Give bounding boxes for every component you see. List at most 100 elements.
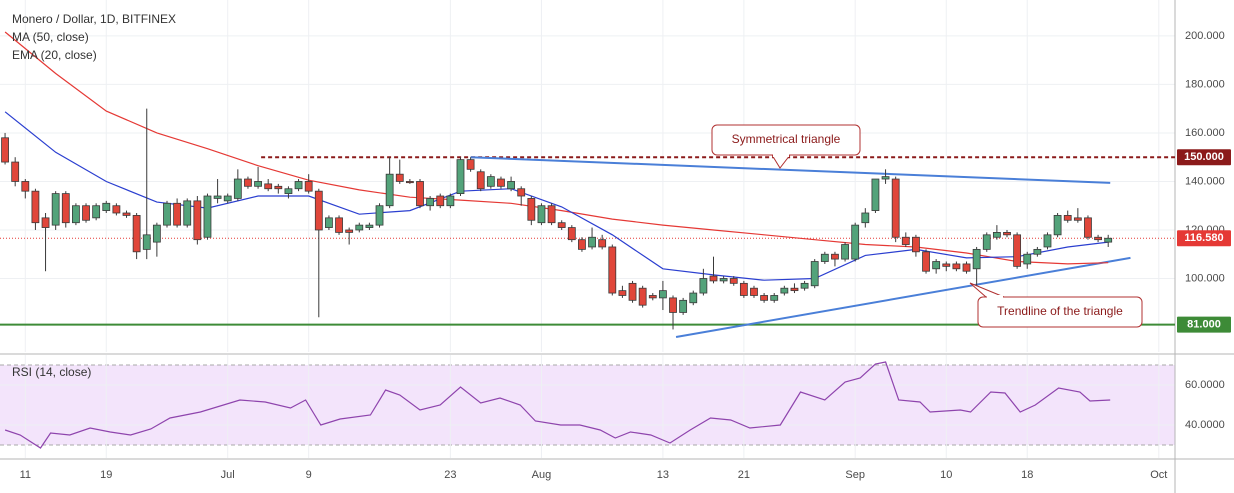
candle-body [304, 181, 313, 192]
candle-body [375, 205, 384, 226]
candle-body [51, 193, 60, 226]
x-tick-label: Oct [1150, 469, 1167, 481]
candle-body [466, 159, 475, 170]
candle-body [486, 176, 495, 187]
candle-body [244, 178, 252, 187]
candle-body [416, 181, 424, 207]
candle-body [507, 181, 515, 190]
candle-body [588, 236, 596, 248]
candle-body [456, 159, 465, 194]
candle-body [527, 198, 536, 221]
candle-body [223, 195, 232, 202]
candle-body [972, 248, 981, 270]
y-tick-label: 200.000 [1185, 30, 1225, 42]
callout-patch [987, 295, 1003, 299]
x-tick-label: Aug [532, 469, 552, 481]
candle-body [942, 263, 951, 267]
candle-body [770, 295, 779, 301]
candle-body [1043, 234, 1052, 248]
price-label: 81.000 [1187, 318, 1221, 330]
candle-body [385, 173, 394, 207]
candle-body [233, 178, 242, 199]
candle-body [578, 239, 586, 250]
candle-body [537, 205, 546, 224]
candle-body [962, 263, 971, 272]
candle-body [800, 282, 809, 289]
annotation: Trendline of the triangle [997, 304, 1123, 318]
candle-body [912, 236, 920, 253]
candle-body [810, 261, 819, 287]
candle-body [314, 190, 323, 231]
candle-body [365, 224, 374, 228]
candle-body [689, 292, 698, 304]
y-tick-label: 40.0000 [1185, 419, 1225, 431]
indicator-line [4, 31, 1109, 265]
candle-body [780, 287, 789, 294]
chart-title: Monero / Dollar, 1D, BITFINEX [12, 12, 176, 26]
x-tick-label: 13 [657, 469, 669, 481]
candle-body [345, 229, 354, 233]
candle-body [790, 287, 799, 292]
x-tick-label: 18 [1021, 469, 1033, 481]
candle-body [628, 282, 637, 301]
candle-body [294, 181, 303, 190]
candle-body [1063, 215, 1072, 221]
candle-body [173, 202, 182, 226]
candle-body [729, 278, 738, 284]
candle-body [284, 188, 293, 194]
candle-body [648, 295, 657, 299]
candle-body [497, 178, 505, 187]
candle-body [881, 176, 890, 180]
y-tick-label: 180.000 [1185, 78, 1225, 90]
candle-body [254, 181, 262, 187]
candle-body [739, 282, 748, 296]
candle-body [72, 205, 80, 224]
candle-body [618, 290, 627, 296]
candle-body [851, 224, 860, 260]
legend-entry: MA (50, close) [12, 30, 89, 44]
candle-body [203, 195, 212, 238]
candle-body [82, 205, 90, 221]
candle-body [436, 195, 445, 207]
x-tick-label: 19 [100, 469, 112, 481]
price-label-box [1177, 230, 1231, 247]
candle-body [335, 217, 343, 233]
candle-body [122, 212, 131, 216]
candle-body [405, 181, 414, 184]
x-tick-label: 9 [306, 469, 312, 481]
y-tick-label: 160.000 [1185, 127, 1225, 139]
candle-body [41, 217, 50, 228]
candle-body [861, 212, 870, 224]
candle-body [699, 278, 708, 294]
rsi-band [0, 365, 1175, 445]
candle-body [567, 227, 576, 241]
x-tick-label: 21 [738, 469, 750, 481]
candle-body [92, 205, 101, 219]
candle-body [426, 198, 435, 207]
candle-body [841, 244, 849, 260]
candle-body [638, 287, 647, 306]
candle-body [982, 234, 991, 250]
candle-body [679, 299, 688, 313]
candle-body [152, 224, 161, 243]
candle-body [274, 185, 283, 190]
price-label: 116.580 [1184, 232, 1223, 244]
x-tick-label: 10 [940, 469, 952, 481]
price-label-box [1177, 316, 1231, 333]
candle-body [11, 161, 20, 182]
candle-body [325, 217, 333, 228]
candle-body [922, 251, 930, 272]
y-tick-label: 140.000 [1185, 175, 1225, 187]
candle-body [669, 297, 677, 313]
candle-body [61, 193, 70, 224]
trendline [470, 156, 1111, 184]
price-label: 150.000 [1184, 151, 1224, 163]
x-tick-label: 11 [20, 469, 31, 481]
candle-body [446, 195, 455, 207]
candle-body [547, 205, 556, 224]
legend-entry: RSI (14, close) [12, 365, 91, 379]
candle-body [21, 181, 30, 192]
candle-body [1053, 215, 1062, 236]
candle-body [112, 205, 121, 214]
candle-body [264, 183, 273, 190]
